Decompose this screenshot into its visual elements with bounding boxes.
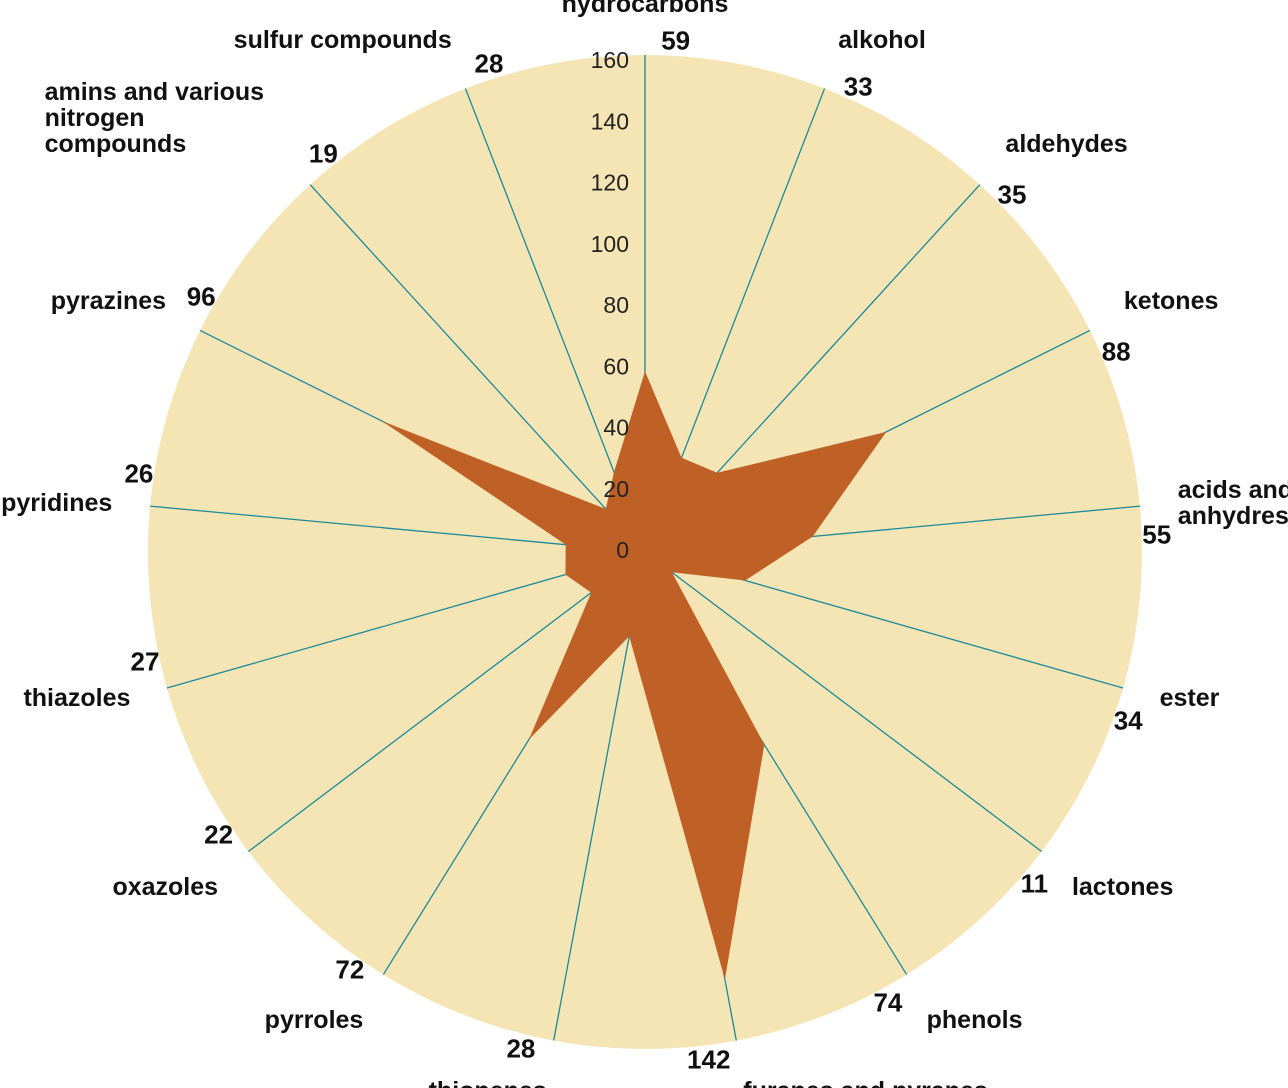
value-label: 35 xyxy=(997,179,1027,210)
category-label: ester xyxy=(1159,684,1220,713)
radar-area xyxy=(381,371,887,980)
value-label: 28 xyxy=(474,48,504,79)
category-label: ketones xyxy=(1123,286,1219,315)
value-label: 74 xyxy=(873,987,903,1018)
value-label: 142 xyxy=(687,1044,731,1075)
value-label: 88 xyxy=(1101,336,1131,367)
value-label: 11 xyxy=(1020,868,1049,899)
value-label: 19 xyxy=(308,138,338,169)
spoke xyxy=(309,184,646,553)
tick-label: 100 xyxy=(591,231,629,257)
value-label: 27 xyxy=(130,646,160,677)
value-label: 26 xyxy=(124,458,154,489)
value-label: 55 xyxy=(1142,519,1172,550)
category-label: furanes and pyranes xyxy=(743,1078,988,1088)
category-label: thiazoles xyxy=(23,684,131,713)
category-label: sulfur compounds xyxy=(233,26,452,55)
category-label: amins and various nitrogen compounds xyxy=(44,77,265,158)
tick-label: 160 xyxy=(591,47,629,73)
spoke xyxy=(150,505,646,553)
value-label: 72 xyxy=(335,954,365,985)
category-label: lactones xyxy=(1071,873,1174,902)
category-label: pyrazines xyxy=(50,286,167,315)
value-label: 34 xyxy=(1113,705,1143,736)
tick-label: 0 xyxy=(616,537,629,563)
value-label: 33 xyxy=(843,71,873,102)
value-label: 59 xyxy=(661,25,691,56)
category-label: phenols xyxy=(926,1005,1023,1034)
tick-label: 20 xyxy=(603,476,629,502)
tick-label: 80 xyxy=(603,292,629,318)
category-label: aldehydes xyxy=(1005,129,1128,158)
value-label: 96 xyxy=(186,281,216,312)
spoke xyxy=(247,551,646,853)
spoke xyxy=(644,551,1043,853)
category-label: hydrocarbons xyxy=(561,0,729,18)
spoke xyxy=(166,551,646,689)
tick-label: 140 xyxy=(591,108,629,134)
category-label: acids and anhydres xyxy=(1177,475,1288,530)
tick-label: 60 xyxy=(603,353,629,379)
value-label: 28 xyxy=(506,1033,536,1064)
tick-label: 40 xyxy=(603,415,629,441)
category-label: thiopenes xyxy=(429,1078,547,1088)
tick-label: 120 xyxy=(591,170,629,196)
category-label: alkohol xyxy=(838,26,926,55)
category-label: pyridines xyxy=(1,488,113,517)
category-label: pyrroles xyxy=(264,1005,364,1034)
category-label: oxazoles xyxy=(112,873,219,902)
value-label: 22 xyxy=(204,819,234,850)
